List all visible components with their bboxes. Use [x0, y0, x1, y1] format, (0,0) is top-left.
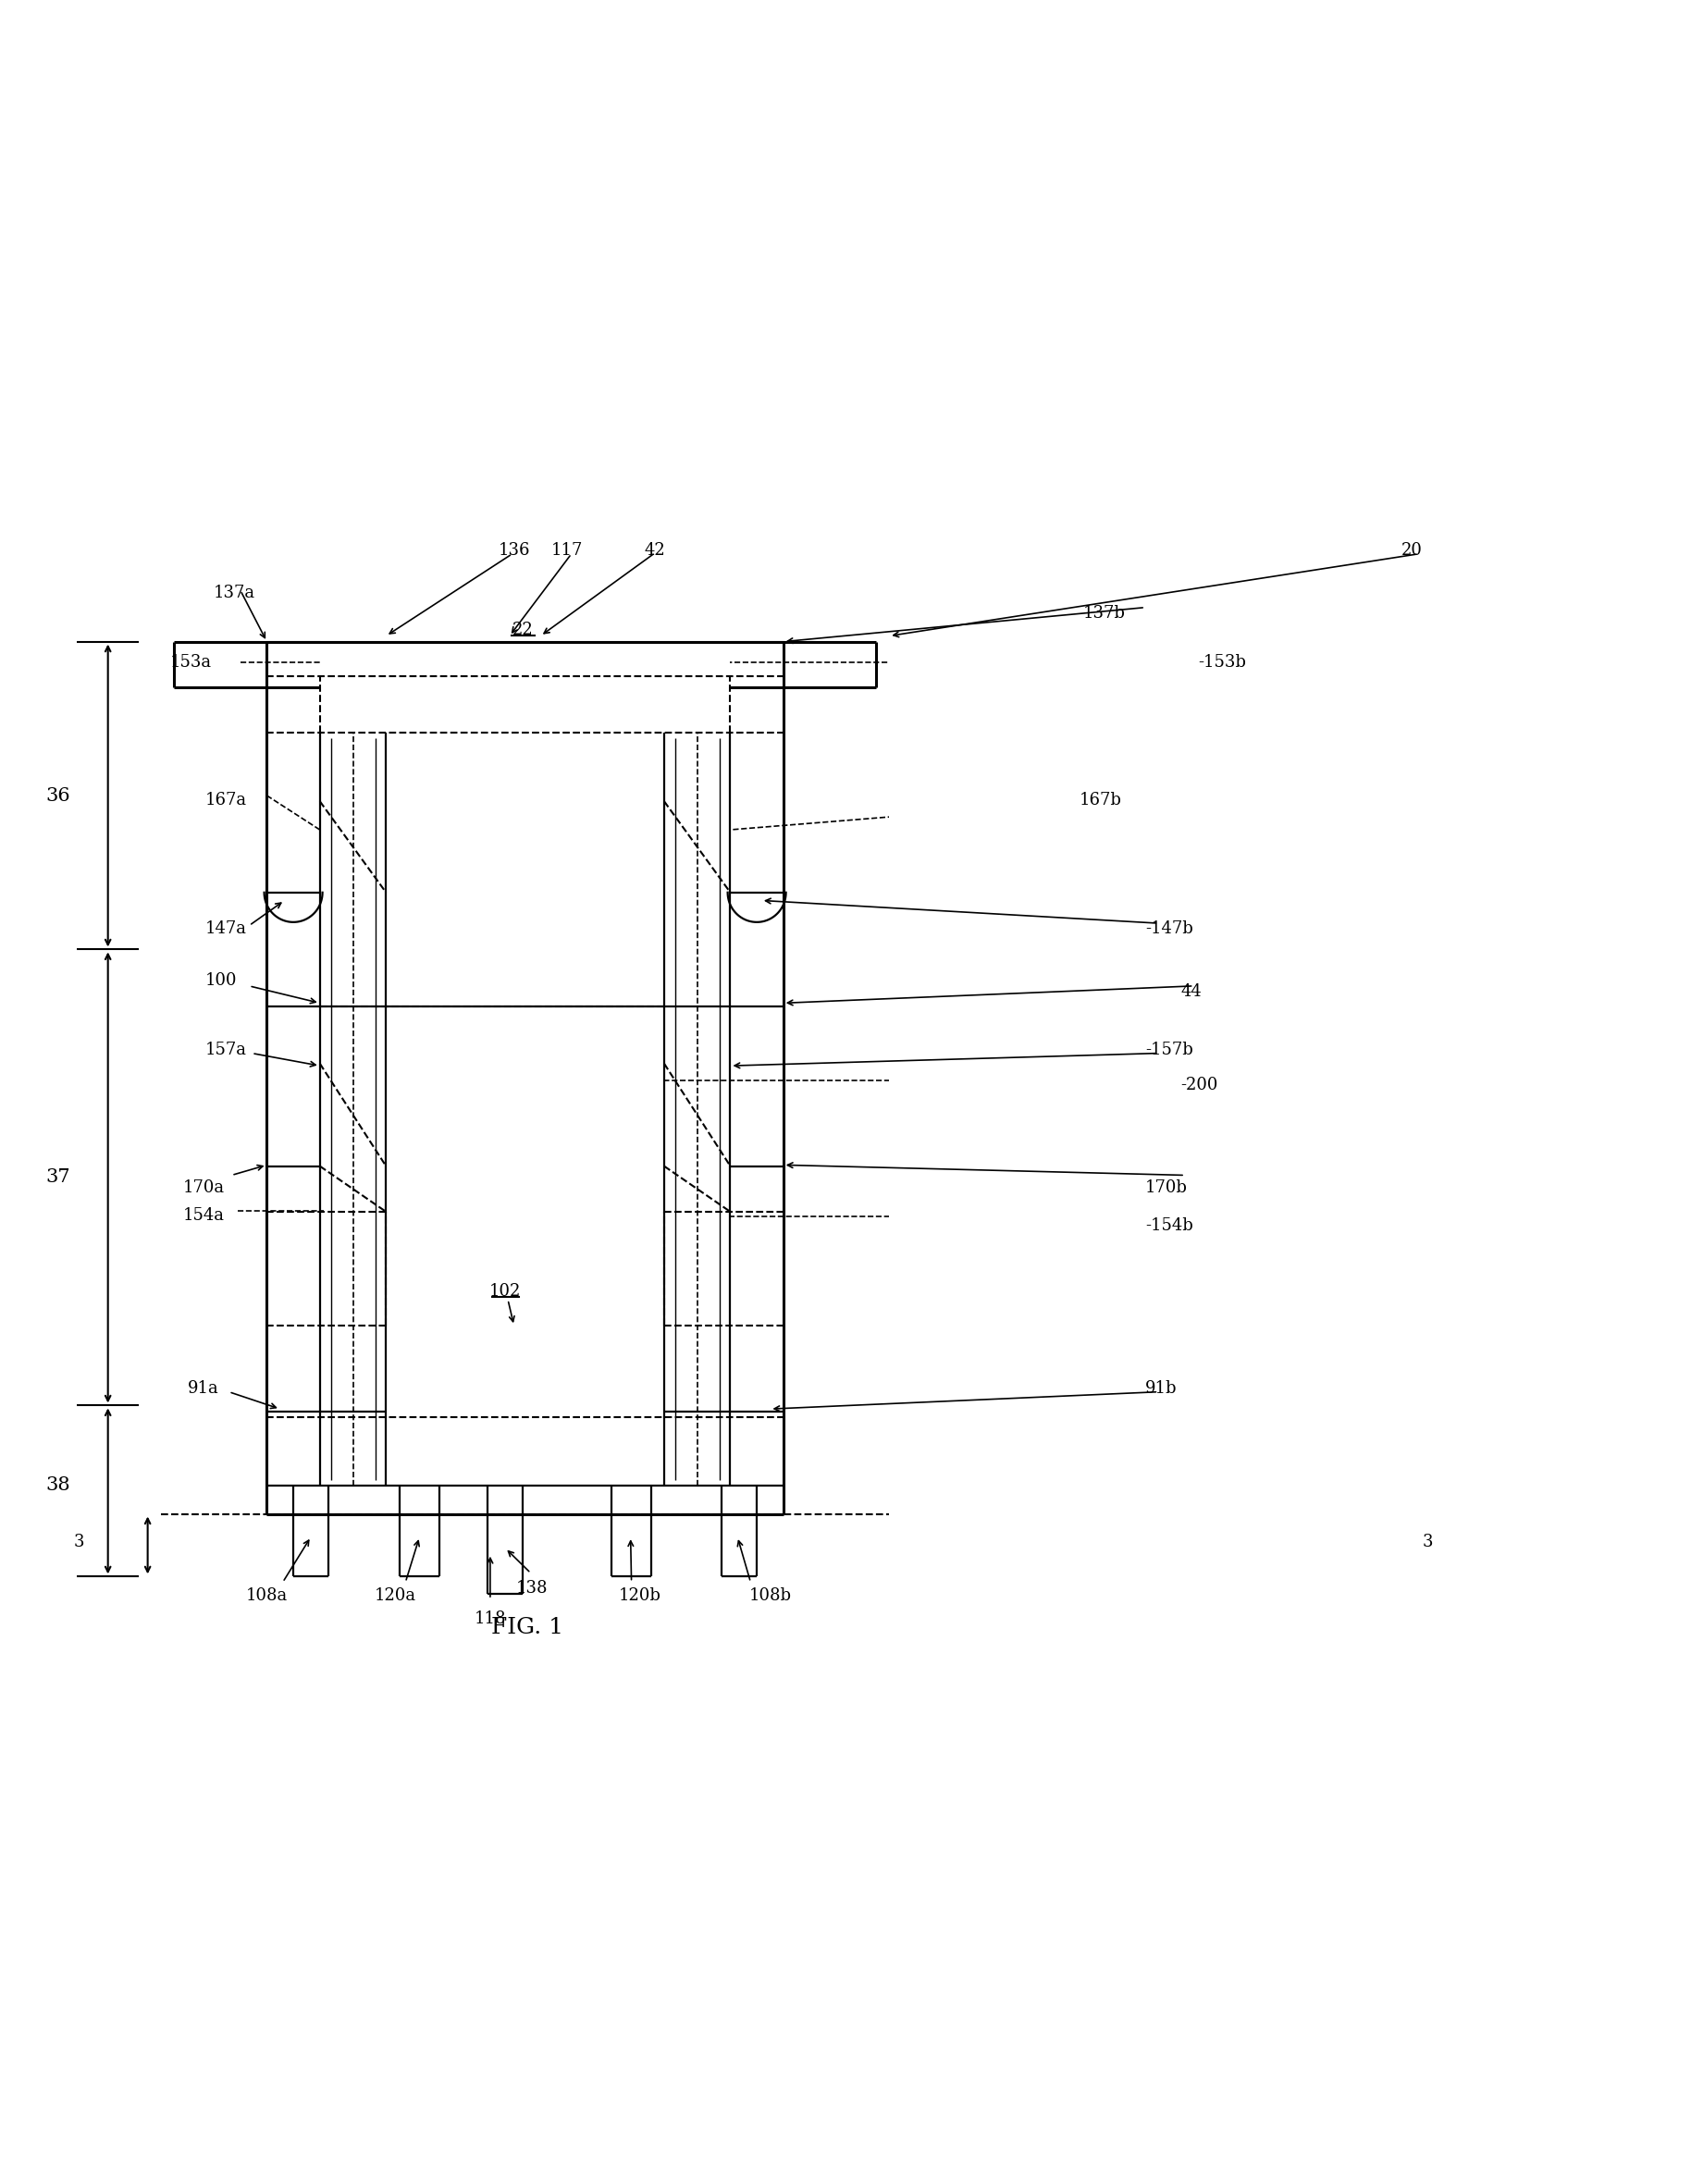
Text: 38: 38 [46, 1476, 69, 1494]
Text: 36: 36 [46, 786, 69, 804]
Text: 117: 117 [551, 542, 583, 559]
Text: 154a: 154a [183, 1208, 225, 1223]
Text: 91a: 91a [188, 1380, 218, 1398]
Text: 157a: 157a [205, 1042, 247, 1057]
Text: 108b: 108b [749, 1588, 791, 1605]
Text: 100: 100 [205, 972, 237, 989]
Text: -147b: -147b [1145, 922, 1194, 937]
Text: 136: 136 [499, 542, 529, 559]
Text: 44: 44 [1180, 983, 1202, 1000]
Text: -200: -200 [1180, 1077, 1218, 1094]
Text: 118: 118 [473, 1610, 506, 1627]
Text: -153b: -153b [1199, 653, 1246, 670]
Text: 170b: 170b [1145, 1179, 1187, 1197]
Text: 120a: 120a [374, 1588, 416, 1605]
Text: 137a: 137a [213, 585, 255, 601]
Text: 3: 3 [1422, 1533, 1432, 1551]
Text: -157b: -157b [1145, 1042, 1194, 1057]
Text: 3: 3 [73, 1533, 85, 1551]
Text: 108a: 108a [245, 1588, 287, 1605]
Text: 37: 37 [46, 1168, 69, 1186]
Text: 167b: 167b [1079, 793, 1121, 808]
Text: 20: 20 [1402, 542, 1422, 559]
Text: 120b: 120b [619, 1588, 661, 1605]
Text: 22: 22 [512, 622, 533, 638]
Text: 42: 42 [644, 542, 666, 559]
Text: 170a: 170a [183, 1179, 225, 1197]
Text: 91b: 91b [1145, 1380, 1177, 1398]
Text: 138: 138 [516, 1579, 548, 1597]
Text: 153a: 153a [169, 653, 211, 670]
Text: 167a: 167a [205, 793, 247, 808]
Text: 147a: 147a [205, 922, 247, 937]
Text: 137b: 137b [1084, 605, 1126, 622]
Text: 102: 102 [489, 1284, 521, 1299]
Text: -154b: -154b [1145, 1216, 1194, 1234]
Text: FIG. 1: FIG. 1 [490, 1616, 563, 1638]
